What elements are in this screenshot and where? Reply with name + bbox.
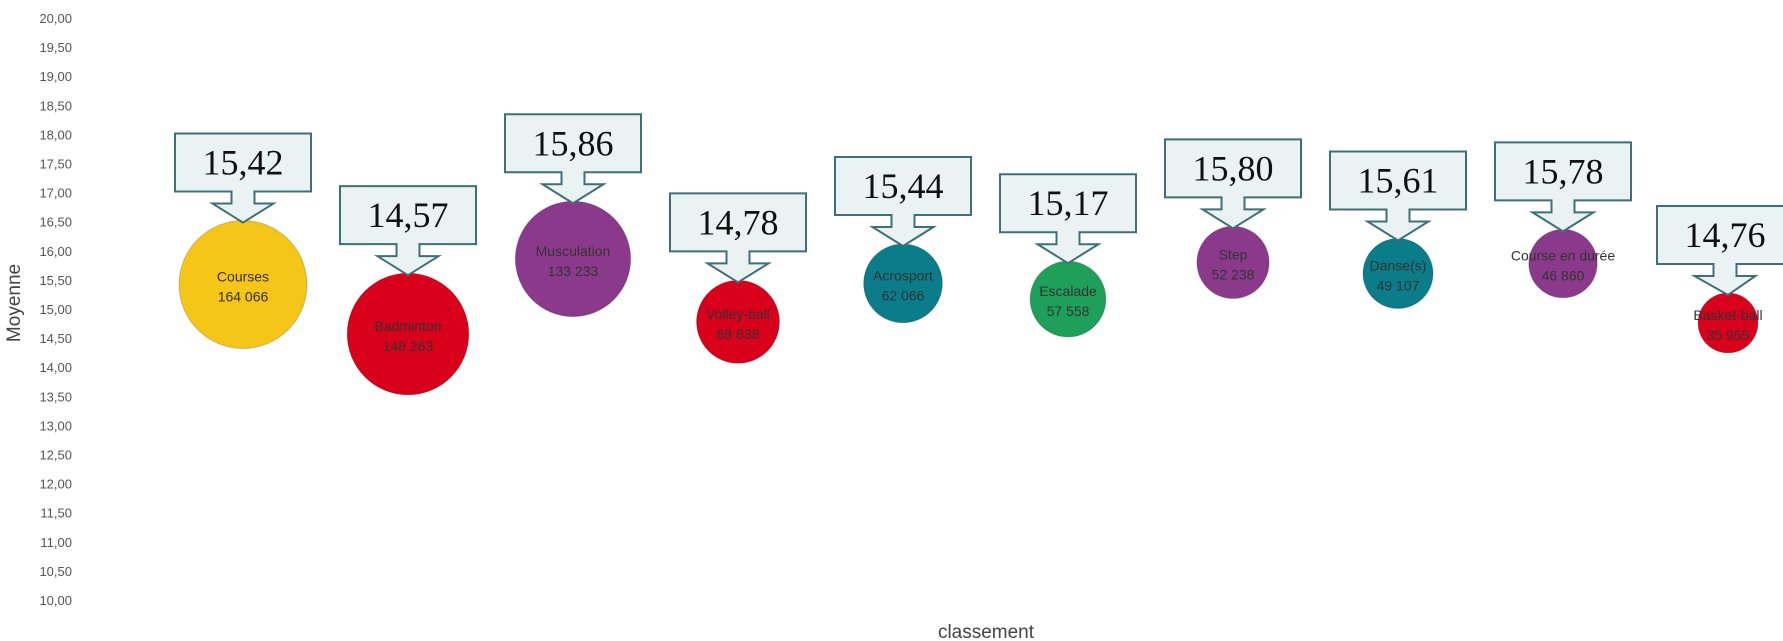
y-tick-label: 14,50	[39, 331, 72, 346]
bubble-name-label: Badminton	[375, 318, 442, 334]
bubble-size-label: 133 233	[548, 263, 599, 279]
value-callout	[1164, 138, 1302, 230]
value-callout	[1656, 205, 1783, 297]
bubble-name-label: Musculation	[536, 243, 611, 259]
callout-value-label: 15,61	[1358, 160, 1439, 200]
y-tick-label: 17,50	[39, 157, 72, 172]
bubble-name-label: Acrosport	[873, 267, 933, 283]
y-tick-label: 20,00	[39, 11, 72, 26]
bubble-size-label: 35 955	[1707, 327, 1750, 343]
callout-value-label: 15,17	[1028, 183, 1109, 223]
bubble-name-label: Danse(s)	[1370, 257, 1427, 273]
y-tick-label: 15,00	[39, 302, 72, 317]
callout-value-label: 14,57	[368, 195, 449, 235]
value-callout	[834, 156, 972, 248]
bubbles-layer: Courses 164 066 Badminton 148 263 Musculatio…	[178, 200, 1763, 396]
y-tick-label: 15,50	[39, 273, 72, 288]
y-tick-label: 17,00	[39, 186, 72, 201]
callout-value-label: 15,86	[533, 123, 614, 163]
y-tick-label: 11,50	[40, 506, 72, 521]
bubble-size-label: 49 107	[1377, 277, 1420, 293]
bubble-name-label: Step	[1219, 246, 1248, 262]
y-tick-label: 14,00	[39, 360, 72, 375]
callout-value-label: 15,78	[1523, 151, 1604, 191]
value-callout	[504, 113, 642, 205]
y-tick-label: 10,50	[39, 564, 72, 579]
value-callout	[174, 132, 312, 224]
y-tick-label: 12,00	[39, 477, 72, 492]
bubble-size-label: 164 066	[218, 289, 269, 305]
y-tick-label: 12,50	[39, 448, 72, 463]
bubble-size-label: 57 558	[1047, 303, 1090, 319]
y-axis-ticks: 10,00 10,50 11,00 11,50 12,00 12,50 13,00 13,50…	[39, 11, 72, 608]
bubble-size-label: 46 860	[1542, 268, 1585, 284]
callout-value-label: 15,42	[203, 143, 284, 183]
y-tick-label: 10,00	[39, 593, 72, 608]
bubble-size-label: 62 066	[882, 287, 925, 303]
bubble-name-label: Course en durée	[1511, 248, 1616, 264]
callout-value-label: 15,80	[1193, 148, 1274, 188]
bubble-size-label: 52 238	[1212, 266, 1255, 282]
callout-value-label: 15,44	[863, 166, 944, 206]
y-tick-label: 16,00	[39, 244, 72, 259]
value-callout	[1329, 150, 1467, 242]
bubble-name-label: Courses	[217, 269, 269, 285]
y-axis-title: Moyenne	[4, 264, 25, 342]
bubble-size-label: 148 263	[383, 338, 434, 354]
y-tick-label: 19,50	[39, 40, 72, 55]
bubble-name-label: Basket-ball	[1693, 307, 1762, 323]
y-tick-label: 18,00	[39, 127, 72, 142]
bubble-size-label: 68 838	[717, 326, 760, 342]
callouts-layer: 15,42 14,57 15,86 14,78 15,44 15,17 15,80 15,61…	[174, 113, 1783, 297]
callout-value-label: 14,78	[698, 202, 779, 242]
value-callout	[999, 173, 1137, 265]
y-tick-label: 19,00	[39, 69, 72, 84]
y-tick-label: 16,50	[39, 215, 72, 230]
value-callout	[669, 192, 807, 284]
value-callout	[1494, 141, 1632, 233]
y-tick-label: 13,50	[39, 389, 72, 404]
bubble-name-label: Escalade	[1039, 283, 1097, 299]
y-tick-label: 18,50	[39, 98, 72, 113]
bubble-name-label: Volley-ball	[706, 306, 770, 322]
callout-value-label: 14,76	[1685, 215, 1766, 255]
value-callout	[339, 185, 477, 277]
y-tick-label: 13,00	[39, 418, 72, 433]
y-tick-label: 11,00	[40, 535, 72, 550]
x-axis-title: classement	[938, 622, 1035, 641]
